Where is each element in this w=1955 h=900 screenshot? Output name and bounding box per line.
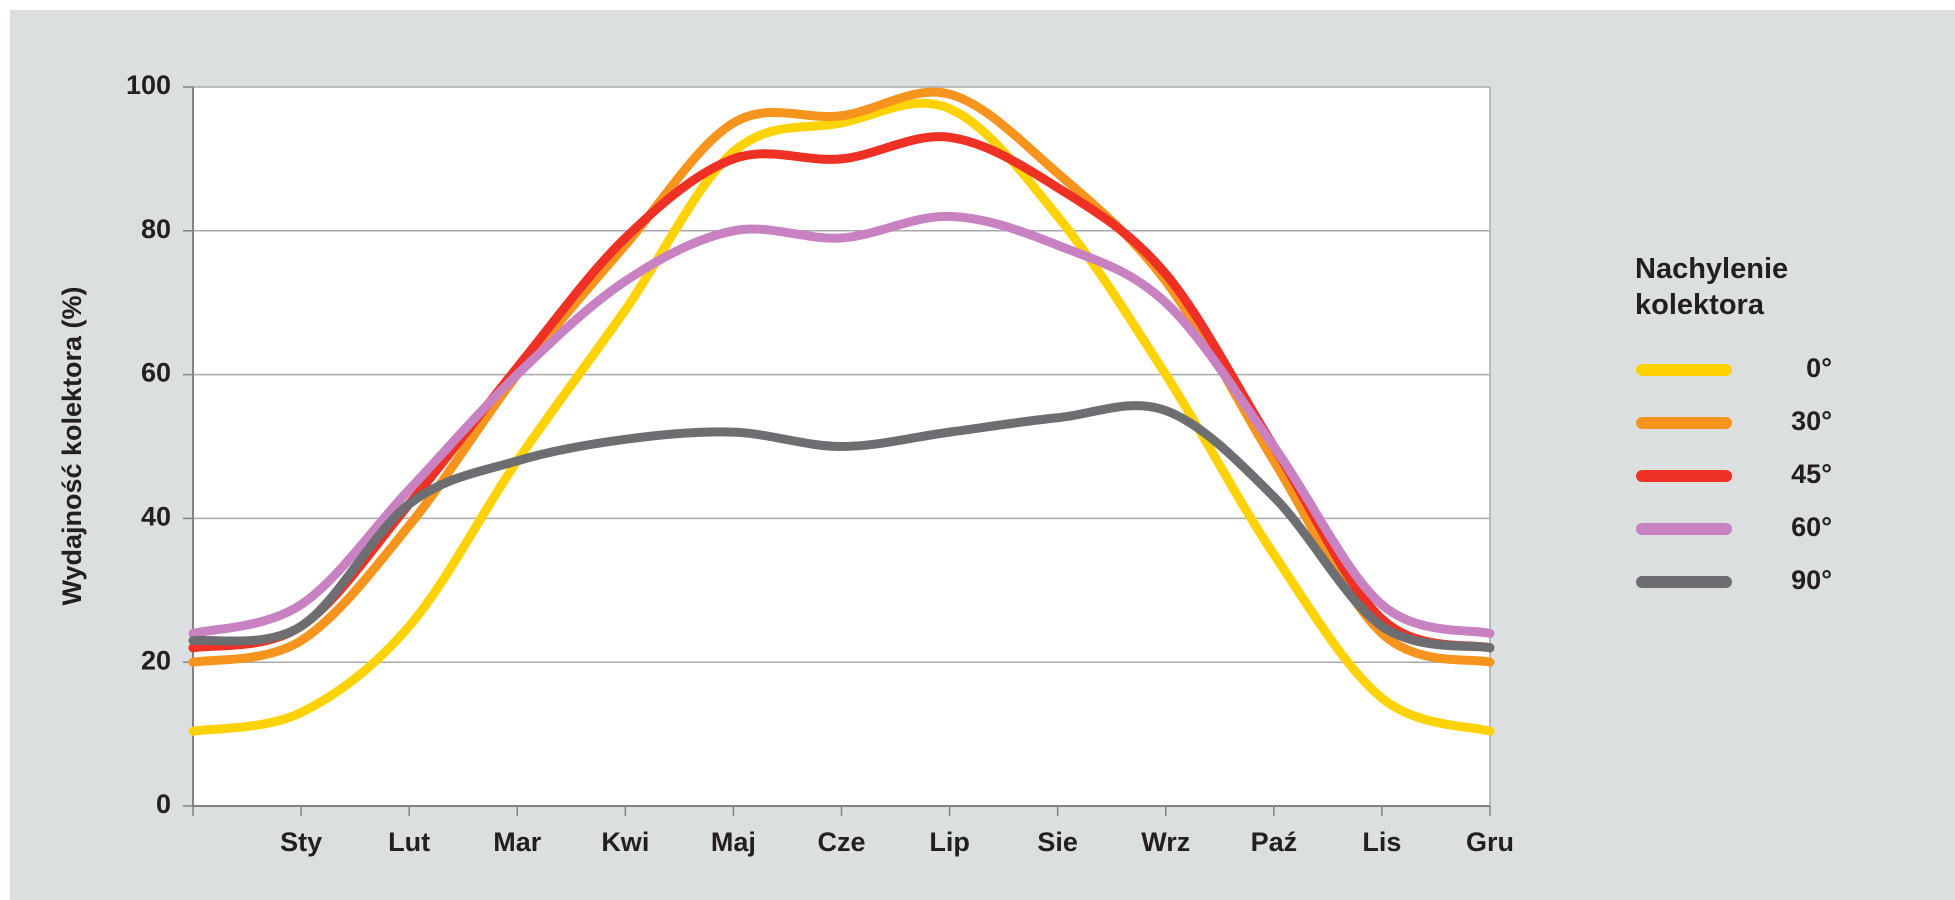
x-tick-label: Paź (1251, 827, 1298, 857)
x-tick-label: Lut (388, 827, 430, 857)
x-tick-label: Sie (1037, 827, 1078, 857)
y-tick-label: 40 (141, 502, 171, 532)
x-tick-label: Mar (493, 827, 542, 857)
legend-label: 45° (1791, 459, 1832, 489)
y-tick-label: 60 (141, 358, 171, 388)
y-axis-label: Wydajność kolektora (%) (57, 286, 87, 605)
legend-label: 30° (1791, 406, 1832, 436)
x-tick-label: Gru (1466, 827, 1514, 857)
legend-title: Nachylenie kolektora (1635, 253, 1788, 321)
series-line (188, 98, 1495, 736)
legend-label: 0° (1806, 353, 1832, 383)
x-tick-label: Maj (711, 827, 756, 857)
legend-label: 90° (1791, 565, 1832, 595)
series-line (188, 401, 1495, 653)
x-tick-label: Lis (1362, 827, 1401, 857)
x-tick-label: Lip (929, 827, 970, 857)
y-tick-label: 100 (126, 70, 171, 100)
x-tick-label: Cze (817, 827, 865, 857)
y-tick-label: 0 (156, 789, 171, 819)
series-line (188, 87, 1495, 667)
legend-label: 60° (1791, 512, 1832, 542)
y-tick-label: 20 (141, 645, 171, 675)
x-tick-label: Kwi (601, 827, 649, 857)
x-tick-label: Sty (280, 827, 322, 857)
x-tick-label: Wrz (1141, 827, 1190, 857)
series-line (188, 211, 1495, 638)
y-tick-label: 80 (141, 214, 171, 244)
